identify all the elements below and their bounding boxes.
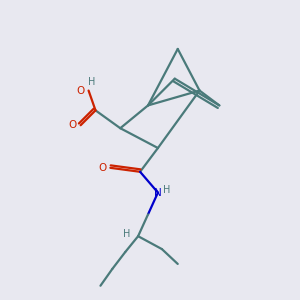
Text: O: O [98,163,106,173]
Text: H: H [88,76,95,87]
Text: H: H [163,184,170,195]
Text: O: O [76,85,85,96]
Text: H: H [122,229,130,239]
Text: O: O [69,120,77,130]
Text: N: N [154,188,162,198]
